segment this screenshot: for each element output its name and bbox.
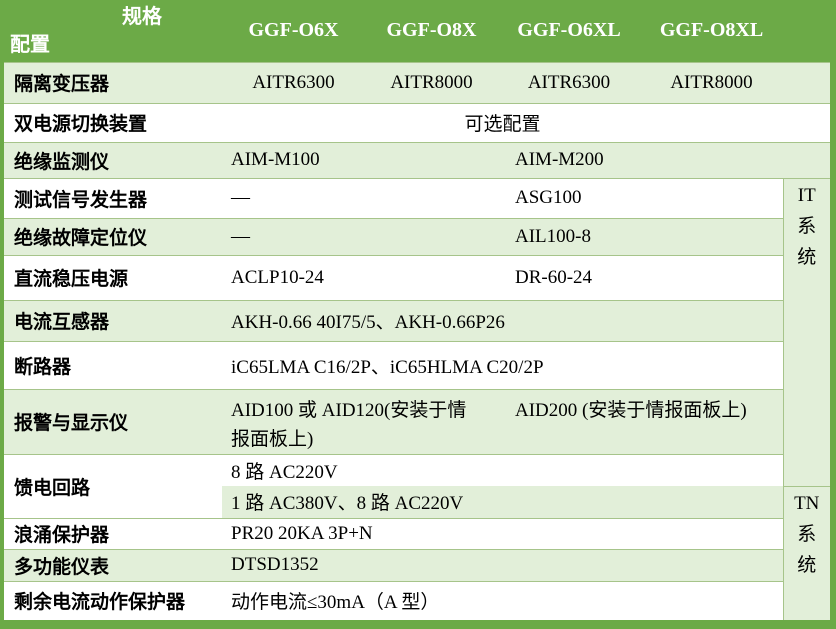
system-label-line: 统 — [797, 554, 817, 576]
system-column-filler — [783, 102, 830, 142]
table-header-row: 规格 配置 GGF-O6X GGF-O8X GGF-O6XL GGF-O8XL — [4, 0, 830, 62]
value-cell: 1 路 AC380V、8 路 AC220V — [222, 486, 783, 518]
value-cell: AKH-0.66 40I75/5、AKH-0.66P26 — [222, 299, 783, 341]
value-cell: AID100 或 AID120(安装于情 报面板上) — [222, 388, 498, 454]
value-cell: PR20 20KA 3P+N — [222, 517, 783, 549]
system-column-filler — [783, 61, 830, 103]
value-cell: AITR6300 — [222, 61, 365, 103]
system-label-line: 系 — [797, 523, 817, 545]
corner-header-spec: 规格 — [122, 6, 162, 28]
value-cell: AIM-M200 — [498, 141, 783, 178]
row-label: 馈电回路 — [4, 453, 222, 518]
value-cell: 8 路 AC220V — [222, 453, 783, 486]
value-cell: iC65LMA C16/2P、iC65HLMA C20/2P — [222, 340, 783, 389]
system-group-it: IT 系 统 — [782, 177, 830, 486]
row-label: 剩余电流动作保护器 — [4, 580, 222, 620]
table-row: 测试信号发生器 — ASG100 IT 系 统 — [4, 177, 830, 486]
model-header-ggf-o6xl: GGF-O6XL — [517, 19, 621, 42]
system-label-line: 系 — [797, 215, 817, 237]
row-label: 断路器 — [4, 340, 222, 389]
value-cell: DTSD1352 — [222, 548, 783, 581]
table-row: 浪涌保护器 PR20 20KA 3P+N — [4, 517, 830, 549]
system-label-line: 统 — [797, 246, 817, 268]
table-row: 直流稳压电源 ACLP10-24 DR-60-24 — [4, 254, 830, 300]
value-cell: — — [222, 177, 498, 218]
table-row: 剩余电流动作保护器 动作电流≤30mA（A 型） — [4, 580, 830, 620]
corner-header-config: 配置 — [10, 34, 50, 56]
table-row: 1 路 AC380V、8 路 AC220V TN 系 统 — [4, 485, 830, 620]
system-label-line: TN — [794, 492, 820, 514]
model-header-ggf-o8x: GGF-O8X — [386, 19, 477, 42]
row-label: 报警与显示仪 — [4, 388, 222, 454]
table-row: 双电源切换装置 可选配置 — [4, 102, 830, 142]
value-cell: ACLP10-24 — [222, 254, 498, 300]
table-row: 报警与显示仪 AID100 或 AID120(安装于情 报面板上) AID200… — [4, 388, 830, 454]
table-row: 断路器 iC65LMA C16/2P、iC65HLMA C20/2P — [4, 340, 830, 389]
value-cell: ASG100 — [498, 177, 783, 218]
value-cell: AITR6300 — [498, 61, 640, 103]
system-group-tn: TN 系 统 — [782, 485, 830, 620]
value-cell: 可选配置 — [222, 102, 783, 142]
corner-header-cell: 规格 配置 — [4, 0, 222, 62]
table-row: 绝缘故障定位仪 — AIL100-8 — [4, 217, 830, 255]
value-cell: AITR8000 — [640, 61, 783, 103]
model-header-spacer — [783, 0, 830, 62]
row-label: 绝缘故障定位仪 — [4, 217, 222, 255]
row-label: 测试信号发生器 — [4, 177, 222, 218]
value-cell: AITR8000 — [365, 61, 498, 103]
configuration-spec-table: 规格 配置 GGF-O6X GGF-O8X GGF-O6XL GGF-O8XL … — [4, 0, 830, 620]
value-cell: 动作电流≤30mA（A 型） — [222, 580, 783, 620]
value-cell: — — [222, 217, 498, 255]
row-label: 多功能仪表 — [4, 548, 222, 581]
value-cell: AIM-M100 — [222, 141, 498, 178]
table-row: 隔离变压器 AITR6300 AITR8000 AITR6300 AITR800… — [4, 61, 830, 103]
system-column-filler — [783, 141, 830, 178]
model-header-ggf-o8xl: GGF-O8XL — [659, 19, 764, 42]
row-label: 电流互感器 — [4, 299, 222, 341]
table-row: 馈电回路 8 路 AC220V — [4, 453, 830, 518]
model-header-ggf-o6x: GGF-O6X — [248, 19, 339, 42]
value-cell: DR-60-24 — [498, 254, 783, 300]
system-label-line: IT — [797, 184, 816, 206]
value-cell: AID200 (安装于情报面板上) — [498, 388, 783, 454]
row-label: 绝缘监测仪 — [4, 141, 222, 178]
table-row: 多功能仪表 DTSD1352 — [4, 548, 830, 581]
row-label: 浪涌保护器 — [4, 517, 222, 549]
row-label: 隔离变压器 — [4, 61, 222, 103]
value-cell: AIL100-8 — [498, 217, 783, 255]
row-label: 直流稳压电源 — [4, 254, 222, 300]
table-row: 电流互感器 AKH-0.66 40I75/5、AKH-0.66P26 — [4, 299, 830, 341]
table-row: 绝缘监测仪 AIM-M100 AIM-M200 — [4, 141, 830, 178]
row-label: 双电源切换装置 — [4, 102, 222, 142]
